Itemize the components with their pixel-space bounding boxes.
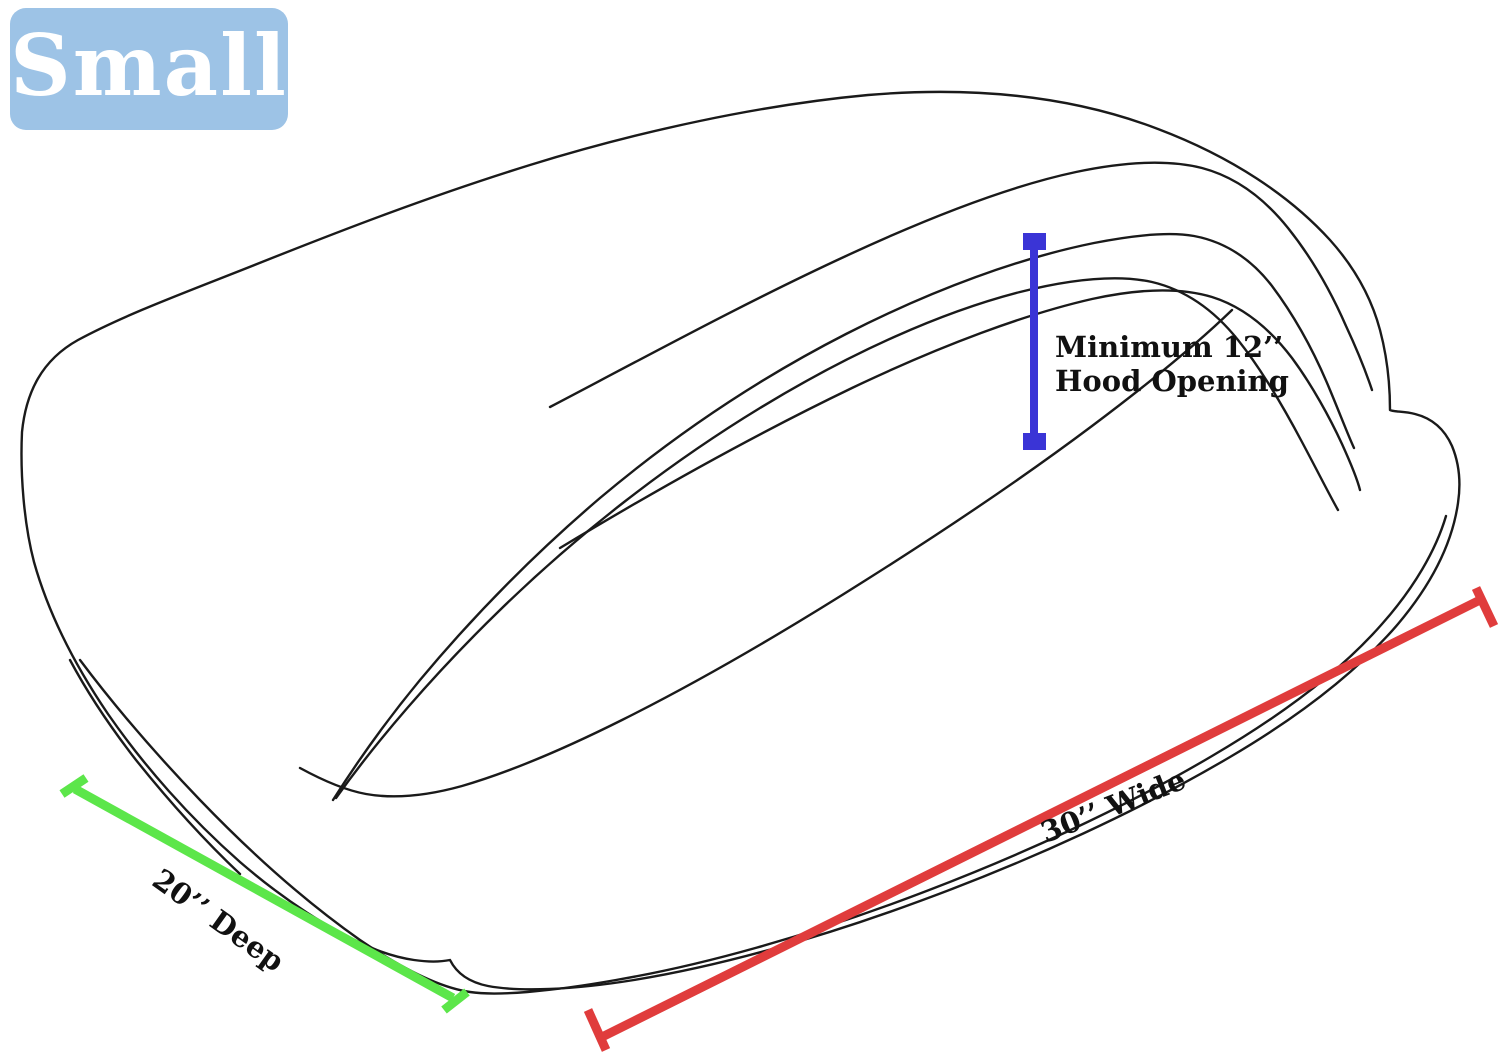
depth-dimension-cap-bottom [441,988,470,1014]
left-corner-fold [68,658,242,876]
depth-dimension-cap-top [59,774,89,798]
width-dimension-cap-left [583,1008,611,1052]
hood-dimension-cap-top [1023,233,1046,250]
width-dimension [583,586,1499,1052]
lid-rim-crease [331,232,1356,802]
size-badge: Small [10,8,288,130]
size-badge-label: Small [10,16,288,115]
hood-opening-label-line1: Minimum 12’’ [1055,330,1284,364]
depth-dimension-line [72,785,456,1002]
hood-opening-label-line2: Hood Opening [1055,364,1289,399]
hood-dimension-cap-bottom [1023,433,1046,450]
lid-seam-upper [334,277,1340,800]
width-dimension-cap-right [1471,586,1499,628]
hood-opening-dimension [1023,233,1046,450]
width-dimension-line [597,594,1485,1043]
hood-opening-label: Minimum 12’’ Hood Opening [1055,330,1289,398]
depth-dimension [59,774,470,1014]
lid-ridge-top [548,161,1374,409]
lid-ridge-mid [558,289,1362,550]
body-skirt-crease [78,514,1448,995]
front-lip-notch [298,308,1234,798]
